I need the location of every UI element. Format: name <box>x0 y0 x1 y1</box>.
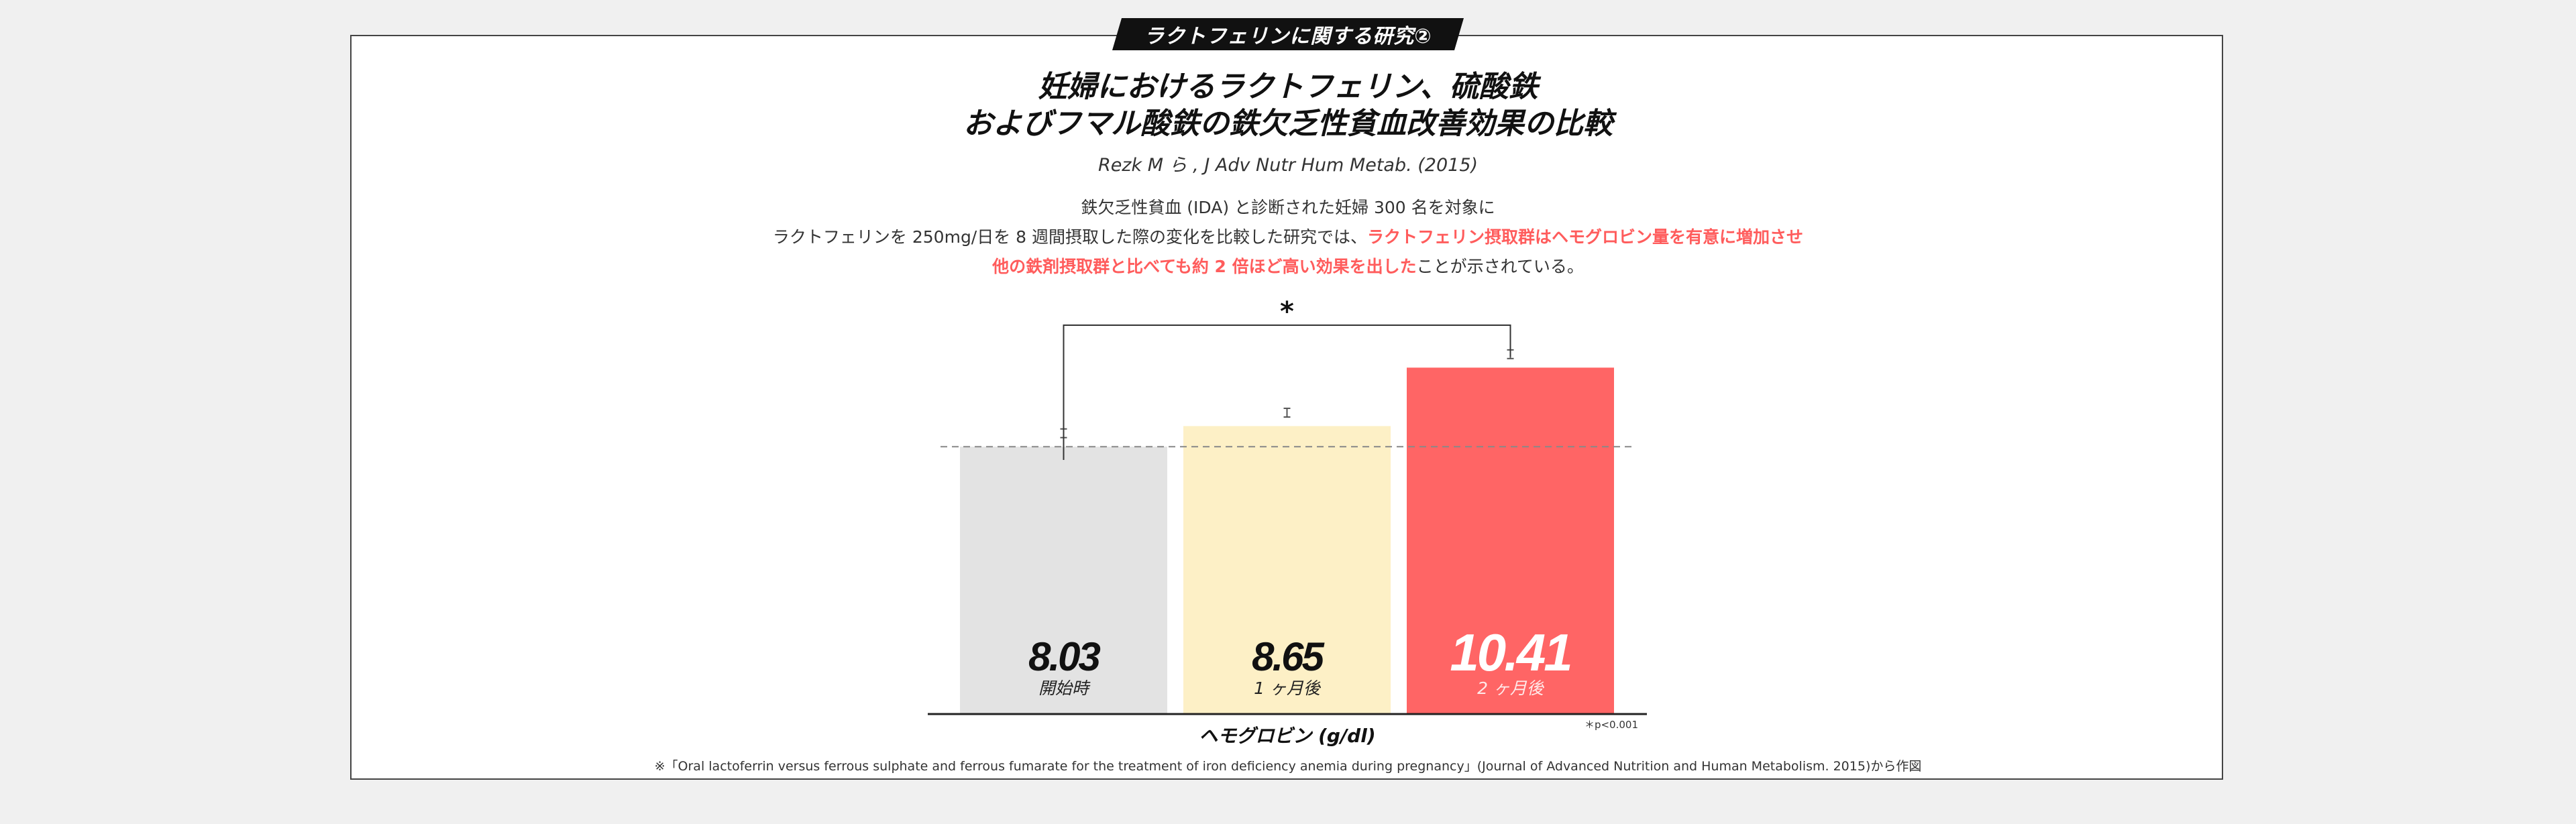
bar-value-label-3: 10.41 <box>1450 623 1570 682</box>
citation: Rezk M ら , J Adv Nutr Hum Metab. (2015) <box>1097 155 1479 176</box>
page-title-line1: 妊婦におけるラクトフェリン、硫酸鉄 <box>1038 70 1538 104</box>
description-line1: 鉄欠乏性貧血 (IDA) と診断された妊婦 300 名を対象に <box>1081 198 1495 217</box>
significance-bracket <box>1063 325 1511 460</box>
bar-value-label-2: 8.65 <box>1252 634 1325 679</box>
section-badge: ラクトフェリンに関する研究② <box>1112 18 1464 50</box>
description-line3-highlight: 他の鉄剤摂取群と比べても約 2 倍ほど高い効果を出した <box>992 257 1417 276</box>
bar-1 <box>960 447 1167 713</box>
description-line3-plain: ことが示されている。 <box>1416 257 1584 276</box>
description-line2: ラクトフェリンを 250mg/日を 8 週間摂取した際の変化を比較した研究では、… <box>0 224 2576 248</box>
p-value-note: ＊p<0.001 <box>1585 719 1638 731</box>
bar-3 <box>1407 367 1614 713</box>
description-line2-highlight: ラクトフェリン摂取群はヘモグロビン量を有意に増加させ <box>1367 227 1804 247</box>
bar-category-label-2: 1 ヶ月後 <box>1254 679 1322 698</box>
bar-value-label-1: 8.03 <box>1028 634 1100 679</box>
source-footnote: ※「Oral lactoferrin versus ferrous sulpha… <box>654 759 1922 774</box>
bar-2 <box>1183 426 1391 713</box>
bar-category-label-3: 2 ヶ月後 <box>1477 679 1545 698</box>
x-axis-label: ヘモグロビン (g/dl) <box>1199 725 1375 747</box>
description-line2-plain: ラクトフェリンを 250mg/日を 8 週間摂取した際の変化を比較した研究では、 <box>772 227 1368 247</box>
significance-marker: * <box>1280 296 1294 327</box>
page-title-line2: およびフマル酸鉄の鉄欠乏性貧血改善効果の比較 <box>963 107 1613 141</box>
bar-category-label-1: 開始時 <box>1038 679 1091 698</box>
description-line3: 他の鉄剤摂取群と比べても約 2 倍ほど高い効果を出したことが示されている。 <box>0 253 2576 278</box>
